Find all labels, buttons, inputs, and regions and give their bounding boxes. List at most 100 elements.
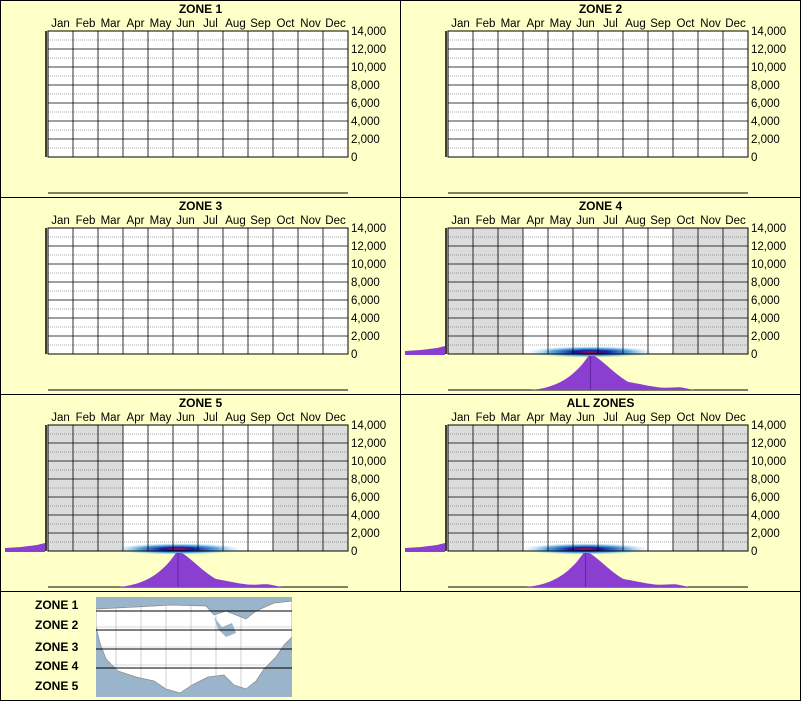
- month-label: May: [550, 412, 572, 424]
- shaded-month-dec: [723, 425, 748, 551]
- plot-border: [47, 424, 349, 552]
- month-label: Jun: [576, 412, 595, 424]
- y-tick-label: 8,000: [751, 277, 780, 289]
- zone-map: [96, 597, 292, 697]
- y-tick-label: 0: [351, 349, 357, 361]
- y-tick-label: 12,000: [751, 241, 786, 253]
- month-label: Apr: [527, 18, 545, 30]
- month-label: Dec: [725, 412, 746, 424]
- month-distribution: [118, 553, 282, 587]
- shaded-month-oct: [273, 425, 298, 551]
- zone-label-2: ZONE 2: [35, 618, 79, 632]
- month-label: Dec: [725, 215, 746, 227]
- y-tick-label: 12,000: [351, 438, 386, 450]
- elevation-distribution: [405, 543, 445, 552]
- month-label: Dec: [325, 215, 346, 227]
- y-tick-label: 8,000: [351, 474, 380, 486]
- y-tick-label: 10,000: [351, 62, 386, 74]
- y-tick-label: 6,000: [751, 295, 780, 307]
- plot-border: [47, 227, 349, 355]
- y-tick-label: 6,000: [751, 98, 780, 110]
- month-label: Mar: [501, 215, 521, 227]
- month-label: May: [150, 18, 172, 30]
- shaded-month-feb: [473, 425, 498, 551]
- y-tick-label: 10,000: [751, 259, 786, 271]
- month-label: Mar: [101, 18, 121, 30]
- y-tick-label: 10,000: [351, 456, 386, 468]
- elevation-distribution: [405, 346, 445, 355]
- y-tick-label: 4,000: [751, 313, 780, 325]
- month-label: Nov: [700, 412, 721, 424]
- y-tick-label: 8,000: [351, 80, 380, 92]
- month-label: Aug: [625, 18, 645, 30]
- density-hotspot: [520, 543, 651, 555]
- chart-svg: Jan Feb Mar Apr May Jun Jul Aug Sep Oct Nov Dec 14,0…: [405, 412, 786, 588]
- y-tick-label: 0: [351, 546, 357, 558]
- y-tick-label: 8,000: [751, 80, 780, 92]
- month-label: May: [150, 215, 172, 227]
- month-label: May: [550, 18, 572, 30]
- map-lakes: [214, 617, 236, 637]
- month-label: Jul: [603, 18, 618, 30]
- month-label: Jul: [203, 412, 218, 424]
- y-tick-label: 8,000: [751, 474, 780, 486]
- y-tick-label: 6,000: [351, 98, 380, 110]
- y-tick-label: 0: [751, 546, 757, 558]
- month-label: Oct: [677, 215, 696, 227]
- y-tick-label: 2,000: [751, 331, 780, 343]
- month-label: Jul: [603, 412, 618, 424]
- chart-svg: Jan Feb Mar Apr May Jun Jul Aug Sep Oct Nov Dec 14,0…: [405, 215, 786, 391]
- y-tick-label: 14,000: [751, 420, 786, 432]
- y-tick-label: 2,000: [351, 528, 380, 540]
- month-label: Feb: [76, 412, 96, 424]
- month-label: Apr: [127, 18, 145, 30]
- month-label: Sep: [250, 18, 270, 30]
- zone-label-3: ZONE 3: [35, 640, 79, 654]
- y-tick-label: 10,000: [351, 259, 386, 271]
- shaded-month-dec: [723, 228, 748, 354]
- month-label: Oct: [677, 412, 696, 424]
- y-tick-label: 14,000: [351, 223, 386, 235]
- month-label: Sep: [650, 412, 670, 424]
- plot-border: [447, 424, 749, 552]
- month-label: Aug: [225, 215, 245, 227]
- shaded-month-feb: [473, 228, 498, 354]
- month-label: May: [550, 215, 572, 227]
- month-label: May: [150, 412, 172, 424]
- chart-title: ZONE 2: [578, 2, 623, 16]
- month-label: Dec: [325, 18, 346, 30]
- y-tick-label: 12,000: [751, 438, 786, 450]
- y-tick-label: 12,000: [351, 44, 386, 56]
- month-distribution: [530, 356, 695, 390]
- y-tick-label: 0: [751, 349, 757, 361]
- month-label: Oct: [677, 18, 696, 30]
- month-label: Jul: [203, 215, 218, 227]
- y-tick-label: 8,000: [351, 277, 380, 289]
- chart-panel: ZONE 4 Jan Feb Mar Apr May Jun Jul Aug Sep Oct Nov D…: [400, 197, 801, 395]
- y-tick-label: 14,000: [751, 223, 786, 235]
- month-label: Mar: [101, 412, 121, 424]
- month-label: Feb: [476, 215, 496, 227]
- map-borders: [96, 606, 292, 689]
- month-label: Sep: [250, 215, 270, 227]
- month-label: Feb: [76, 18, 96, 30]
- y-tick-label: 2,000: [751, 528, 780, 540]
- y-tick-label: 14,000: [751, 26, 786, 38]
- y-tick-label: 12,000: [351, 241, 386, 253]
- month-label: Nov: [700, 215, 721, 227]
- y-tick-label: 4,000: [351, 510, 380, 522]
- chart-panel: ZONE 2 Jan Feb Mar Apr May Jun Jul Aug Sep Oct Nov D…: [400, 0, 801, 198]
- chart-svg: Jan Feb Mar Apr May Jun Jul Aug Sep Oct Nov Dec 14,0…: [445, 18, 786, 194]
- shaded-month-feb: [73, 425, 98, 551]
- y-tick-label: 10,000: [751, 456, 786, 468]
- chart-title: ALL ZONES: [566, 396, 635, 410]
- month-label: Aug: [625, 215, 645, 227]
- chart-svg: Jan Feb Mar Apr May Jun Jul Aug Sep Oct Nov Dec 14,0…: [5, 412, 386, 588]
- y-tick-label: 4,000: [351, 313, 380, 325]
- y-tick-label: 4,000: [351, 116, 380, 128]
- month-label: Apr: [527, 215, 545, 227]
- month-distribution: [525, 553, 690, 587]
- month-label: Jan: [51, 215, 70, 227]
- month-label: Nov: [300, 18, 321, 30]
